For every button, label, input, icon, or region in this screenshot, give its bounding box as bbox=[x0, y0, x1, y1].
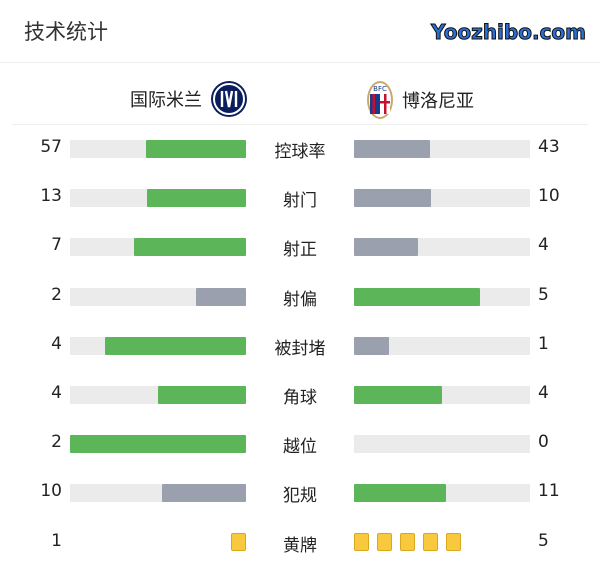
away-bar bbox=[354, 140, 530, 158]
home-bar-fill bbox=[158, 386, 246, 404]
away-bar bbox=[354, 337, 530, 355]
stat-row: 10 犯规 11 bbox=[0, 481, 600, 506]
away-bar bbox=[354, 288, 530, 306]
home-team[interactable]: 国际米兰 bbox=[130, 80, 248, 118]
away-value: 4 bbox=[538, 383, 549, 403]
away-value: 1 bbox=[538, 334, 549, 354]
home-bar bbox=[70, 140, 246, 158]
stat-label: 控球率 bbox=[274, 142, 326, 162]
home-bar bbox=[70, 238, 246, 256]
home-team-name: 国际米兰 bbox=[130, 90, 202, 111]
inter-milan-logo-icon bbox=[211, 81, 247, 117]
away-bar-fill bbox=[354, 238, 418, 256]
away-bar-fill bbox=[354, 386, 442, 404]
away-team-name: 博洛尼亚 bbox=[402, 91, 474, 112]
watermark: Yoozhibo.com bbox=[431, 20, 587, 45]
home-bar bbox=[70, 484, 246, 502]
home-bar bbox=[70, 288, 246, 306]
stat-label: 射正 bbox=[283, 240, 317, 260]
home-value: 13 bbox=[40, 186, 62, 206]
home-bar bbox=[70, 435, 246, 453]
stat-label: 黄牌 bbox=[283, 536, 317, 556]
away-bar-fill bbox=[354, 484, 447, 502]
away-value: 5 bbox=[538, 285, 549, 305]
home-bar-fill bbox=[105, 337, 246, 355]
away-bar bbox=[354, 386, 530, 404]
away-bar bbox=[354, 435, 530, 453]
divider bbox=[0, 62, 600, 63]
stat-row: 57 控球率 43 bbox=[0, 137, 600, 162]
bologna-logo-text: BFC bbox=[373, 85, 387, 93]
away-value: 43 bbox=[538, 137, 560, 157]
home-bar-fill bbox=[145, 140, 246, 158]
stat-row: 4 被封堵 1 bbox=[0, 334, 600, 359]
home-bar-fill bbox=[162, 484, 246, 502]
yellow-card-icon bbox=[377, 533, 392, 551]
yellow-card-icon bbox=[231, 533, 246, 551]
stat-label: 角球 bbox=[283, 388, 317, 408]
away-team[interactable]: BFC 博洛尼亚 bbox=[366, 80, 474, 120]
away-value: 10 bbox=[538, 186, 560, 206]
home-bar-fill bbox=[195, 288, 246, 306]
home-value: 2 bbox=[51, 432, 62, 452]
stat-row: 4 角球 4 bbox=[0, 383, 600, 408]
away-value: 0 bbox=[538, 432, 549, 452]
stat-label: 越位 bbox=[283, 437, 317, 457]
stat-row: 2 越位 0 bbox=[0, 432, 600, 457]
yellow-card-icon bbox=[400, 533, 415, 551]
yellow-card-icon bbox=[354, 533, 369, 551]
home-bar-fill bbox=[146, 189, 246, 207]
page-title: 技术统计 bbox=[24, 20, 108, 44]
home-bar-fill bbox=[134, 238, 246, 256]
away-bar bbox=[354, 189, 530, 207]
yellow-card-icon bbox=[423, 533, 438, 551]
away-bar-fill bbox=[354, 288, 480, 306]
home-value: 57 bbox=[40, 137, 62, 157]
stat-row: 7 射正 4 bbox=[0, 235, 600, 260]
home-value: 4 bbox=[51, 334, 62, 354]
yellow-card-icon bbox=[446, 533, 461, 551]
home-bar bbox=[70, 337, 246, 355]
stat-row: 13 射门 10 bbox=[0, 186, 600, 211]
divider bbox=[12, 124, 588, 125]
stat-row: 2 射偏 5 bbox=[0, 285, 600, 310]
stat-label: 射门 bbox=[283, 191, 317, 211]
bologna-fc-logo-icon: BFC bbox=[367, 81, 393, 119]
away-value: 5 bbox=[538, 531, 549, 551]
home-bar-fill bbox=[70, 435, 246, 453]
stat-label: 被封堵 bbox=[274, 339, 326, 359]
away-bar-fill bbox=[354, 189, 431, 207]
home-value: 7 bbox=[51, 235, 62, 255]
away-value: 11 bbox=[538, 481, 560, 501]
away-bar-fill bbox=[354, 140, 430, 158]
away-bar bbox=[354, 238, 530, 256]
away-value: 4 bbox=[538, 235, 549, 255]
home-value: 4 bbox=[51, 383, 62, 403]
stat-label: 射偏 bbox=[283, 290, 317, 310]
stat-row-yellow-cards: 1 黄牌 5 bbox=[0, 531, 600, 556]
home-value: 1 bbox=[51, 531, 62, 551]
stat-label: 犯规 bbox=[283, 486, 317, 506]
home-bar bbox=[70, 386, 246, 404]
home-bar bbox=[70, 189, 246, 207]
home-value: 10 bbox=[40, 481, 62, 501]
away-bar-fill bbox=[354, 337, 390, 355]
home-value: 2 bbox=[51, 285, 62, 305]
away-bar bbox=[354, 484, 530, 502]
